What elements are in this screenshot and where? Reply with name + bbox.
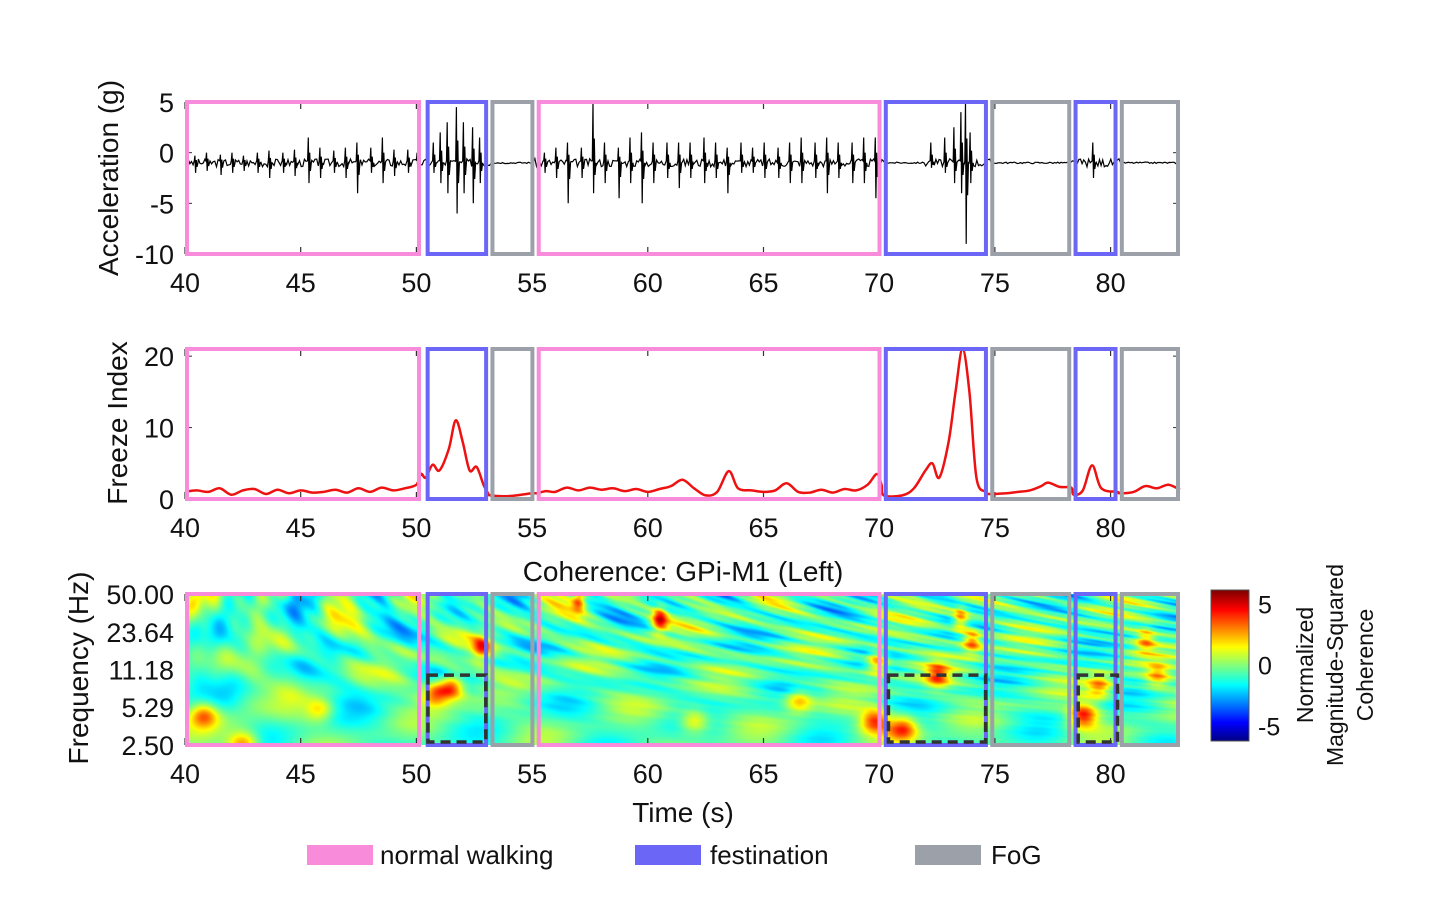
segment-box-normal-walking [185,347,422,501]
acceleration-y-tick-label: 0 [159,139,174,169]
segment-box-normal-walking [536,100,882,256]
frequency-ylabel: Frequency (Hz) [63,572,94,765]
colorbar-frame [1210,589,1250,742]
segment-box-festination [1073,592,1118,747]
x-tick-label: 60 [633,268,663,298]
x-tick-label: 50 [401,759,431,789]
segment-box-fog [490,347,535,501]
x-tick-label: 60 [633,759,663,789]
legend: normal walking festination FoG [307,840,1042,870]
x-tick-label: 75 [980,513,1010,543]
segment-box-normal-walking [536,592,882,747]
legend-label-fog: FoG [991,840,1042,870]
x-tick-label: 55 [517,268,547,298]
x-tick-label: 70 [864,513,894,543]
x-tick-label: 75 [980,268,1010,298]
colorbar-tick-label: 5 [1258,592,1272,620]
acceleration-y-tick-label: 5 [159,88,174,118]
x-tick-label: 65 [748,513,778,543]
segment-box-festination [883,100,988,256]
acceleration-y-tick-label: -10 [135,240,174,270]
dashed-region-box [1076,673,1120,744]
segment-box-festination [425,100,489,256]
x-tick-label: 40 [170,268,200,298]
segment-box-fog [490,592,535,747]
colorbar [1211,590,1249,741]
segment-box-fog [990,347,1072,501]
colorbar-tick-label: 0 [1258,653,1272,681]
segment-box-fog [990,100,1072,256]
x-tick-label: 80 [1096,759,1126,789]
segment-box-fog [1119,100,1180,256]
segment-box-fog [1119,592,1180,747]
segment-box-festination [1073,100,1118,256]
segment-box-normal-walking [185,592,422,747]
x-tick-label: 55 [517,759,547,789]
freeze-ylabel: Freeze Index [102,341,133,504]
x-tick-label: 45 [286,759,316,789]
legend-swatch-normal-walking [307,845,373,865]
freeze-y-tick-label: 0 [159,485,174,515]
heatmap-title: Coherence: GPi-M1 (Left) [523,556,844,587]
colorbar-label-3: Coherence [1352,609,1378,722]
frequency-y-tick-label: 5.29 [121,693,174,723]
freeze-y-tick-label: 10 [144,414,174,444]
segment-box-festination [883,347,988,501]
coherence-heatmap [185,594,1180,745]
x-tick-label: 65 [748,268,778,298]
x-tick-label: 70 [864,268,894,298]
frequency-y-tick-label: 11.18 [108,656,174,686]
frequency-y-tick-label: 50.00 [106,580,174,610]
legend-swatch-fog [915,845,981,865]
segment-box-fog [1119,347,1180,501]
acceleration-y-tick-label: -5 [150,189,174,219]
x-tick-label: 40 [170,759,200,789]
x-tick-label: 75 [980,759,1010,789]
frequency-y-tick-label: 23.64 [106,618,174,648]
frequency-y-tick-label: 2.50 [121,731,174,761]
segment-box-festination [425,347,489,501]
segment-box-festination [1073,347,1118,501]
acceleration-line [184,101,1179,244]
x-tick-label: 55 [517,513,547,543]
legend-label-normal-walking: normal walking [380,840,553,870]
x-tick-label: 60 [633,513,663,543]
colorbar-label-2: Magnitude-Squared [1322,564,1348,766]
x-tick-label: 50 [401,513,431,543]
x-tick-label: 80 [1096,513,1126,543]
colorbar-tick-label: -5 [1258,713,1280,741]
legend-label-festination: festination [710,840,829,870]
x-tick-label: 45 [286,513,316,543]
segment-box-festination [883,592,988,747]
dashed-region-box [886,673,988,744]
x-tick-label: 65 [748,759,778,789]
legend-swatch-festination [635,845,701,865]
colorbar-label-1: Normalized [1292,607,1318,723]
acceleration-ylabel: Acceleration (g) [93,80,124,276]
freeze-y-tick-label: 20 [144,342,174,372]
x-tick-label: 80 [1096,268,1126,298]
x-tick-label: 40 [170,513,200,543]
x-tick-label: 45 [286,268,316,298]
segment-box-normal-walking [536,347,882,501]
freeze-index-line [184,347,1181,498]
time-xlabel: Time (s) [632,797,734,828]
x-tick-label: 50 [401,268,431,298]
x-tick-label: 70 [864,759,894,789]
segment-box-fog [490,100,535,256]
dashed-region-box [426,673,488,744]
segment-box-normal-walking [185,100,422,256]
segment-box-festination [425,592,489,747]
segment-box-fog [990,592,1072,747]
